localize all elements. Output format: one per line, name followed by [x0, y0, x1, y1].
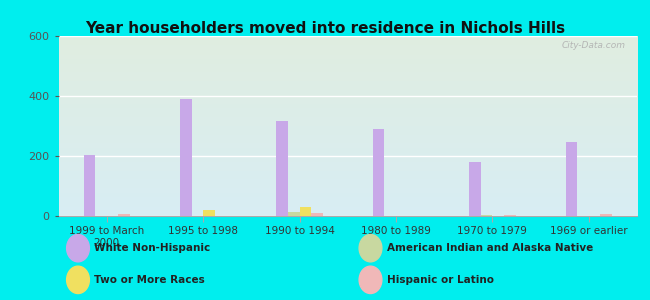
Text: Two or More Races: Two or More Races — [94, 275, 205, 285]
Ellipse shape — [66, 235, 90, 262]
Bar — [566, 142, 577, 216]
Ellipse shape — [359, 266, 382, 293]
Bar — [84, 154, 95, 216]
Text: White Non-Hispanic: White Non-Hispanic — [94, 243, 211, 253]
Text: Year householders moved into residence in Nichols Hills: Year householders moved into residence i… — [85, 21, 565, 36]
Bar — [481, 214, 493, 216]
Bar — [311, 213, 322, 216]
Ellipse shape — [66, 266, 90, 293]
Bar — [276, 122, 288, 216]
Bar — [601, 214, 612, 216]
Bar — [180, 99, 192, 216]
Bar — [469, 162, 481, 216]
Ellipse shape — [359, 235, 382, 262]
Bar — [300, 207, 311, 216]
Bar — [288, 212, 300, 216]
Text: City-Data.com: City-Data.com — [562, 41, 625, 50]
Bar — [118, 214, 130, 216]
Bar — [203, 210, 215, 216]
Bar — [373, 129, 384, 216]
Text: American Indian and Alaska Native: American Indian and Alaska Native — [387, 243, 593, 253]
Text: Hispanic or Latino: Hispanic or Latino — [387, 275, 494, 285]
Bar — [504, 214, 515, 216]
